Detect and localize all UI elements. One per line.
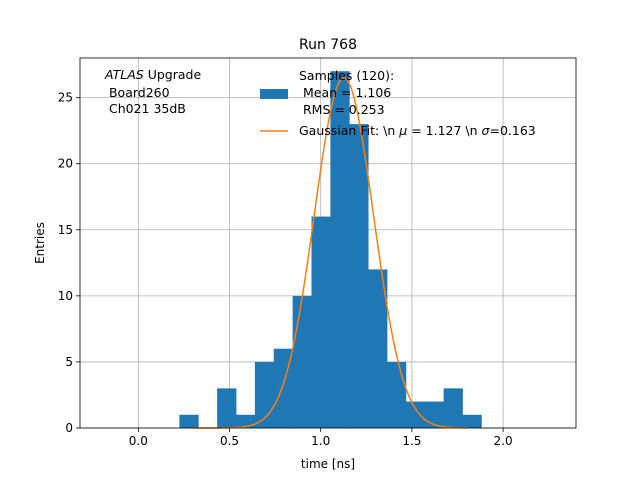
histogram-bar	[405, 401, 426, 428]
legend: Samples (120): Mean = 1.106 RMS = 0.253 …	[260, 68, 536, 138]
y-axis-label: Entries	[33, 222, 47, 264]
x-axis-label: time [ns]	[301, 457, 355, 471]
y-axis-ticks: 0 5 10 15 20 25	[58, 91, 80, 435]
legend-fit-mu: μ	[398, 123, 407, 138]
y-tick-label: 0	[65, 421, 73, 435]
histogram-bars	[179, 71, 482, 429]
legend-fit-sigma: σ	[482, 123, 491, 138]
chart-title: Run 768	[299, 37, 357, 53]
histogram-bar	[424, 401, 445, 428]
legend-samples-swatch	[260, 89, 288, 99]
legend-fit-mid: = 1.127 \n	[407, 123, 481, 138]
histogram-bar	[236, 414, 256, 428]
y-tick-label: 20	[58, 157, 73, 171]
atlas-upgrade: Upgrade	[144, 67, 202, 82]
x-tick-label: 2.0	[494, 434, 513, 448]
y-tick-label: 5	[65, 355, 73, 369]
x-tick-label: 1.0	[311, 434, 330, 448]
legend-samples-line-3: RMS = 0.253	[299, 102, 385, 117]
legend-samples-line-2: Mean = 1.106	[299, 85, 391, 100]
histogram-bar	[330, 71, 350, 428]
histogram-bar	[217, 388, 237, 428]
histogram-bar	[386, 361, 407, 428]
histogram-bar	[368, 269, 388, 428]
histogram-bar	[349, 124, 369, 429]
x-axis-ticks: 0.0 0.5 1.0 1.5 2.0	[129, 428, 513, 448]
histogram-bar	[443, 388, 463, 428]
histogram-bar	[311, 216, 331, 428]
y-tick-label: 10	[58, 289, 73, 303]
atlas-italic: ATLAS	[104, 67, 144, 82]
legend-fit-prefix: Gaussian Fit: \n	[299, 123, 399, 138]
legend-samples-line-1: Samples (120):	[299, 68, 394, 83]
histogram-bar	[179, 414, 199, 428]
y-tick-label: 25	[58, 91, 73, 105]
x-tick-label: 0.5	[220, 434, 239, 448]
histogram-bar	[292, 295, 312, 428]
plot-frame	[79, 57, 577, 429]
legend-fit-suffix: =0.163	[489, 123, 535, 138]
histogram-bar	[462, 414, 482, 428]
x-tick-label: 1.5	[402, 434, 421, 448]
y-tick-label: 15	[58, 223, 73, 237]
channel-label: Ch021 35dB	[105, 101, 186, 116]
legend-fit-label: Gaussian Fit: \n μ = 1.127 \n σ=0.163	[299, 123, 536, 138]
x-tick-label: 0.0	[129, 434, 148, 448]
atlas-label: ATLAS Upgrade	[104, 67, 201, 82]
gaussian-fit-curve	[193, 77, 467, 429]
board-label: Board260	[105, 85, 170, 100]
histogram-bar	[254, 361, 275, 428]
